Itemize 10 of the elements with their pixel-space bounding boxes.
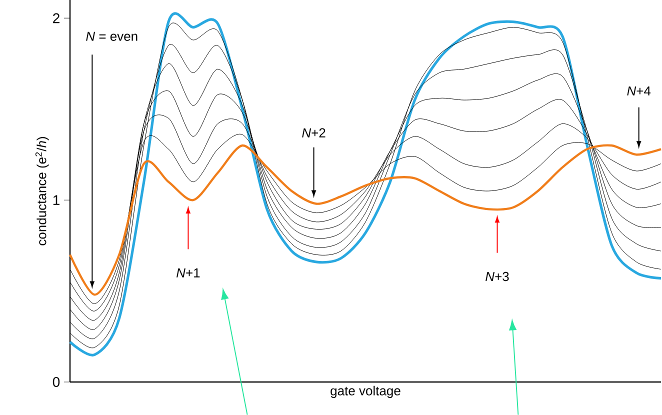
annotation: N+2 [302,128,326,138]
y-tick-label: 1 [53,195,60,205]
y-tick-label: 2 [53,13,60,24]
y-tick-label: 0 [52,377,60,387]
annotation: N+4 [627,86,651,96]
annotation: N+1 [176,268,200,278]
annotation: N+3 [486,272,509,282]
x-axis-title: gate voltage [330,386,400,398]
annotation: N = even [86,32,138,41]
y-axis-title: conductance (e$^{2}$/h) [35,137,49,246]
